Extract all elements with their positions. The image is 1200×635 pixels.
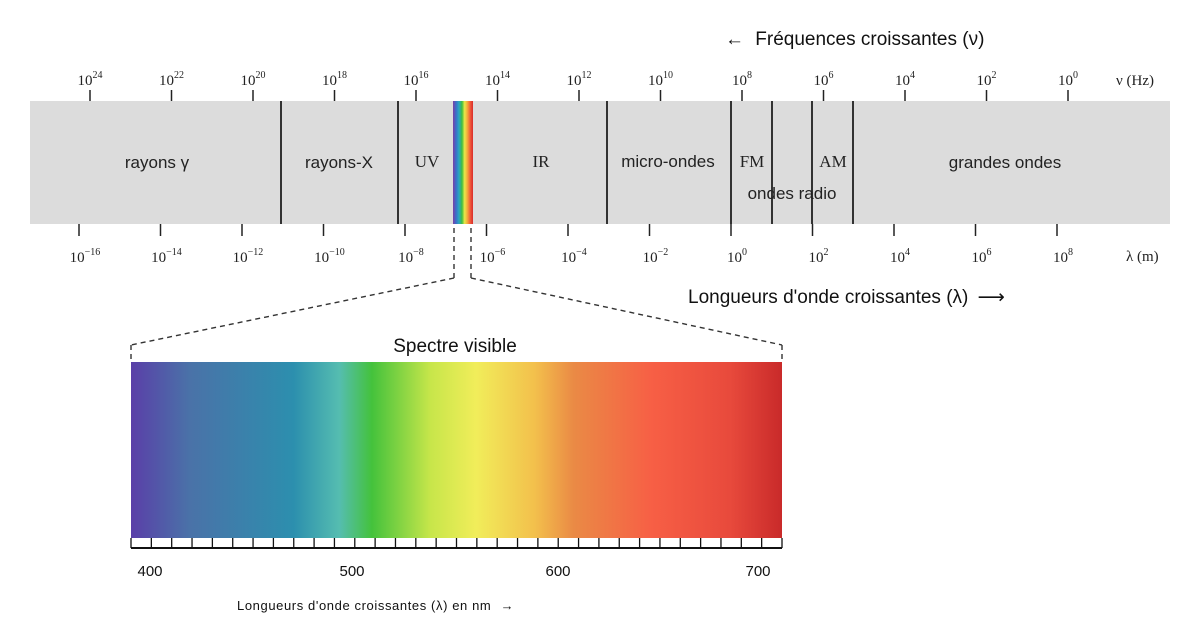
- wavelength-tick-label: 10−4: [561, 247, 587, 266]
- frequency-axis: 1024 1022 1020 1018 1016 1014 1012 1010 108 106 10…: [78, 70, 1078, 101]
- frequency-tick-label: 108: [732, 70, 752, 89]
- spectrum-band: [30, 101, 1170, 224]
- nm-tick-label: 700: [745, 563, 770, 580]
- zoom-connector: [130, 228, 783, 362]
- band-label-long: grandes ondes: [949, 153, 1061, 172]
- frequency-arrow: ←: [725, 29, 744, 50]
- wavelength-tick-label: 106: [972, 247, 992, 266]
- frequency-tick-label: 1010: [648, 70, 673, 89]
- wavelength-tick-label: 10−16: [70, 247, 101, 266]
- frequency-tick-label: 1020: [241, 70, 266, 89]
- visible-spectrum-gradient: [131, 362, 782, 538]
- wavelength-tick-label: 10−6: [480, 247, 506, 266]
- wavelength-axis-title: Longueurs d'onde croissantes (λ) ⟶: [688, 287, 1005, 308]
- wavelength-tick-label: 100: [727, 247, 747, 266]
- wavelength-tick-label: 10−8: [398, 247, 424, 266]
- wavelength-tick-label: 10−10: [314, 247, 345, 266]
- wavelength-arrow: ⟶: [978, 287, 1005, 308]
- visible-strip: [453, 101, 473, 224]
- frequency-tick-label: 1024: [78, 70, 103, 89]
- frequency-tick-label: 1022: [159, 70, 184, 89]
- wavelength-tick-label: 10−14: [151, 247, 182, 266]
- band-label-micro: micro-ondes: [621, 152, 715, 171]
- nm-ruler: 400 500 600 700: [130, 538, 783, 580]
- band-label-fm: FM: [740, 152, 765, 171]
- frequency-tick-label: 1016: [404, 70, 429, 89]
- frequency-title-text: Fréquences croissantes (ν): [755, 29, 984, 50]
- nm-axis-arrow: →: [501, 598, 515, 613]
- frequency-tick-label: 106: [814, 70, 834, 89]
- band-label-xray: rayons-X: [305, 153, 373, 172]
- band-dividers: [280, 101, 854, 224]
- wavelength-tick-label: 10−12: [233, 247, 264, 266]
- frequency-tick-label: 1018: [322, 70, 347, 89]
- nm-tick-label: 600: [545, 563, 570, 580]
- wavelength-tick-label: 102: [809, 247, 829, 266]
- frequency-tick-label: 104: [895, 70, 915, 89]
- frequency-tick-label: 1012: [567, 70, 592, 89]
- band-label-ir: IR: [533, 152, 551, 171]
- frequency-tick-label: 100: [1058, 70, 1078, 89]
- frequency-axis-title: ← Fréquences croissantes (ν): [725, 29, 984, 50]
- wavelength-axis: 10−16 10−14 10−12 10−10 10−8 10−6 10−4 10−2 100 1…: [70, 224, 1073, 266]
- band-label-am: AM: [819, 152, 846, 171]
- wavelength-title-text: Longueurs d'onde croissantes (λ): [688, 287, 968, 308]
- band-label-radio: ondes radio: [748, 184, 837, 203]
- wavelength-tick-label: 108: [1053, 247, 1073, 266]
- wavelength-tick-label: 10−2: [643, 247, 669, 266]
- nm-axis-title-text: Longueurs d'onde croissantes (λ) en nm: [237, 598, 491, 613]
- visible-spectrum-title: Spectre visible: [393, 336, 517, 357]
- nm-tick-label: 500: [339, 563, 364, 580]
- band-label-uv: UV: [415, 152, 440, 171]
- frequency-unit-label: ν (Hz): [1116, 73, 1154, 89]
- band-label-gamma: rayons γ: [125, 153, 190, 172]
- frequency-tick-label: 1014: [485, 70, 510, 89]
- nm-tick-label: 400: [137, 563, 162, 580]
- wavelength-tick-label: 104: [890, 247, 910, 266]
- nm-axis-title: Longueurs d'onde croissantes (λ) en nm →: [237, 598, 514, 613]
- frequency-tick-label: 102: [977, 70, 997, 89]
- wavelength-unit-label: λ (m): [1126, 249, 1159, 265]
